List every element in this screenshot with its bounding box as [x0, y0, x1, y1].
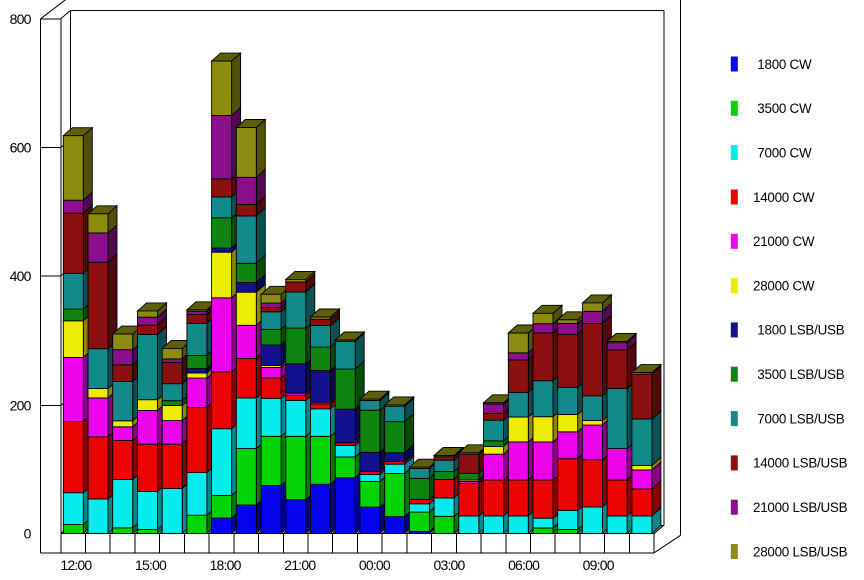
svg-text:21000 LSB/USB: 21000 LSB/USB — [753, 500, 848, 515]
svg-text:200: 200 — [10, 398, 32, 414]
svg-text:28000 LSB/USB: 28000 LSB/USB — [753, 544, 848, 559]
svg-text:18:00: 18:00 — [210, 557, 242, 573]
svg-text:400: 400 — [10, 268, 32, 284]
svg-text:00:00: 00:00 — [359, 557, 391, 573]
svg-text:03:00: 03:00 — [433, 557, 465, 573]
svg-text:28000 CW: 28000 CW — [753, 278, 815, 293]
svg-text:600: 600 — [10, 140, 32, 156]
svg-text:12:00: 12:00 — [60, 557, 92, 573]
svg-text:14000 LSB/USB: 14000 LSB/USB — [753, 456, 848, 471]
svg-text:3500 LSB/USB: 3500 LSB/USB — [757, 367, 844, 382]
svg-text:7000 LSB/USB: 7000 LSB/USB — [757, 411, 844, 426]
svg-text:06:00: 06:00 — [508, 557, 540, 573]
svg-text:1800 LSB/USB: 1800 LSB/USB — [757, 323, 844, 338]
svg-text:3500 CW: 3500 CW — [757, 101, 812, 116]
svg-text:1800 CW: 1800 CW — [757, 57, 812, 72]
svg-text:0: 0 — [24, 526, 32, 542]
svg-text:21:00: 21:00 — [284, 557, 316, 573]
svg-text:7000 CW: 7000 CW — [757, 145, 812, 160]
svg-text:14000 CW: 14000 CW — [753, 190, 815, 205]
svg-text:800: 800 — [10, 11, 32, 27]
svg-text:15:00: 15:00 — [135, 557, 167, 573]
svg-text:21000 CW: 21000 CW — [753, 234, 815, 249]
svg-text:09:00: 09:00 — [583, 557, 615, 573]
